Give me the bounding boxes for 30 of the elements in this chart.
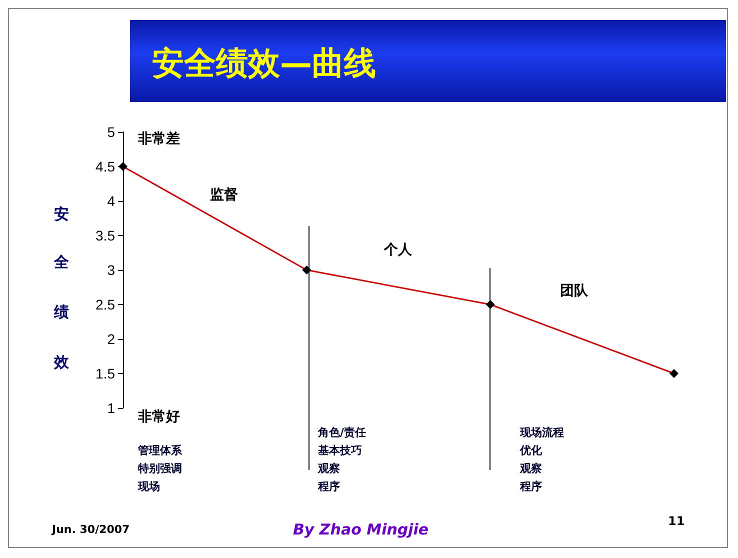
text: Jun. 30/2007 — [51, 523, 130, 536]
text: 观察 — [317, 462, 340, 475]
text: 优化 — [519, 444, 543, 457]
annotation: 个人 — [383, 242, 413, 258]
y-tick-label: 4.5 — [96, 158, 116, 174]
y-tick-label: 2 — [107, 331, 116, 347]
chart-title: 安全绩效—曲线 — [152, 43, 376, 84]
text: 特别强调 — [137, 462, 182, 475]
y-tick-label: 3.5 — [96, 228, 116, 244]
y-tick-label: 3 — [107, 262, 116, 278]
y-tick-label: 1.5 — [96, 366, 116, 382]
y-tick-label: 1 — [107, 400, 116, 416]
text: 基本技巧 — [317, 444, 362, 457]
text: By Zhao Mingjie — [293, 520, 429, 538]
text: 角色/责任 — [317, 426, 366, 439]
text: 现场流程 — [519, 426, 564, 439]
text: 观察 — [519, 462, 542, 475]
y-tick-label: 4 — [107, 193, 116, 209]
annotation: 团队 — [560, 283, 589, 299]
text: 管理体系 — [137, 444, 183, 457]
y-axis-title: 安全绩效 — [52, 192, 71, 392]
text: 程序 — [317, 480, 340, 493]
text: 现场 — [137, 480, 160, 493]
annotation: 监督 — [210, 187, 238, 203]
y-tick-label: 5 — [107, 124, 116, 140]
annotation: 非常差 — [137, 131, 180, 147]
text: 11 — [668, 514, 685, 528]
text: 程序 — [519, 480, 542, 493]
y-tick-label: 2.5 — [96, 296, 116, 312]
text: 非常好 — [137, 409, 180, 425]
